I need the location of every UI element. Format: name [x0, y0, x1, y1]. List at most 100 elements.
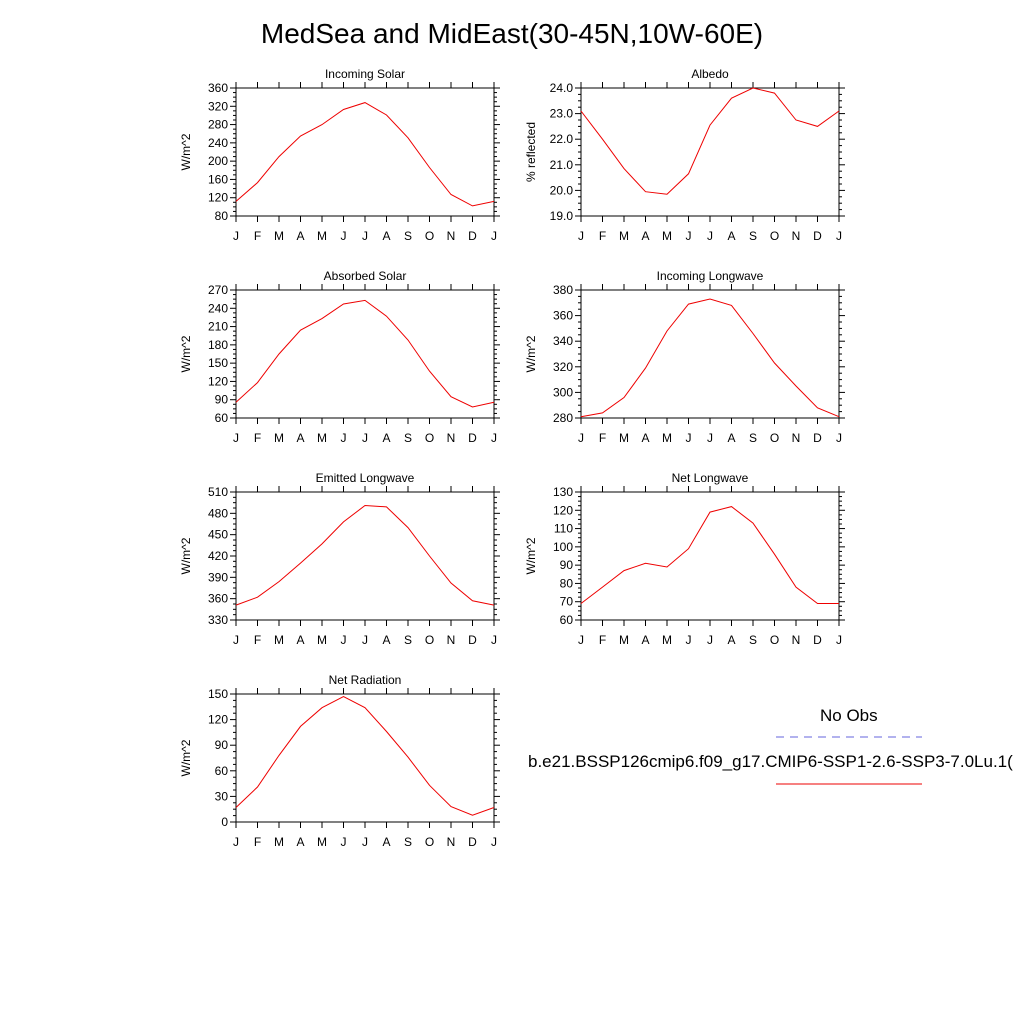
y-tick-label: 23.0 — [550, 107, 574, 121]
y-tick-label: 280 — [208, 118, 228, 132]
y-tick-label: 120 — [208, 713, 228, 727]
y-tick-label: 360 — [208, 81, 228, 95]
x-tick-label: N — [792, 229, 801, 243]
chart-panel-1: J F M A M J J A S O N D J19.020.021.022.023.024.0Alb… — [524, 67, 845, 243]
x-tick-label: N — [447, 633, 456, 647]
x-tick-label: N — [792, 431, 801, 445]
panel-title: Incoming Longwave — [657, 269, 764, 283]
y-tick-label: 21.0 — [550, 158, 574, 172]
x-tick-label: J — [341, 835, 347, 849]
y-axis-label: W/m^2 — [179, 335, 193, 372]
x-tick-label: D — [468, 229, 477, 243]
x-tick-label: A — [296, 229, 304, 243]
x-tick-label: S — [404, 835, 412, 849]
x-tick-label: M — [317, 835, 327, 849]
x-tick-label: J — [491, 633, 497, 647]
y-tick-label: 90 — [560, 558, 574, 572]
y-tick-label: 60 — [215, 411, 229, 425]
x-tick-label: J — [686, 633, 692, 647]
x-tick-label: F — [599, 633, 606, 647]
x-tick-label: O — [425, 431, 434, 445]
y-tick-label: 240 — [208, 136, 228, 150]
y-tick-label: 380 — [553, 283, 573, 297]
panel-title: Absorbed Solar — [324, 269, 407, 283]
chart-panel-4: J F M A M J J A S O N D J330360390420450480510Emitte… — [179, 471, 500, 647]
x-tick-label: F — [254, 431, 261, 445]
x-tick-label: J — [233, 229, 239, 243]
x-tick-label: A — [727, 633, 735, 647]
x-tick-label: J — [233, 431, 239, 445]
y-tick-label: 22.0 — [550, 132, 574, 146]
x-tick-label: J — [491, 229, 497, 243]
x-tick-label: J — [686, 431, 692, 445]
x-tick-label: D — [468, 633, 477, 647]
y-tick-label: 80 — [560, 576, 574, 590]
x-tick-label: J — [341, 633, 347, 647]
x-tick-label: D — [813, 633, 822, 647]
panel-title: Net Longwave — [672, 471, 749, 485]
chart-panel-2: J F M A M J J A S O N D J6090120150180210240270Absor… — [179, 269, 500, 445]
y-tick-label: 320 — [208, 99, 228, 113]
x-tick-label: M — [662, 431, 672, 445]
x-tick-label: J — [578, 229, 584, 243]
x-tick-label: S — [404, 229, 412, 243]
x-tick-label: M — [662, 633, 672, 647]
y-axis-label: W/m^2 — [179, 133, 193, 170]
y-tick-label: 90 — [215, 738, 229, 752]
series-line — [580, 298, 840, 418]
x-tick-label: J — [836, 633, 842, 647]
x-tick-label: J — [233, 633, 239, 647]
x-tick-label: S — [749, 229, 757, 243]
y-tick-label: 150 — [208, 356, 228, 370]
y-tick-label: 120 — [553, 503, 573, 517]
legend-model-label: b.e21.BSSP126cmip6.f09_g17.CMIP6-SSP1-2.… — [528, 752, 1013, 771]
y-tick-label: 390 — [208, 570, 228, 584]
y-tick-label: 200 — [208, 154, 228, 168]
x-tick-label: A — [727, 431, 735, 445]
x-tick-label: J — [707, 229, 713, 243]
series-line — [580, 87, 840, 195]
x-tick-label: M — [274, 229, 284, 243]
y-tick-label: 450 — [208, 528, 228, 542]
x-tick-label: M — [619, 229, 629, 243]
panel-title: Incoming Solar — [325, 67, 405, 81]
x-tick-label: O — [425, 835, 434, 849]
x-tick-label: O — [425, 229, 434, 243]
x-tick-label: M — [317, 229, 327, 243]
x-tick-label: A — [382, 229, 390, 243]
x-tick-label: M — [619, 633, 629, 647]
x-tick-label: A — [727, 229, 735, 243]
y-tick-label: 60 — [215, 764, 229, 778]
x-tick-label: J — [362, 835, 368, 849]
x-tick-label: D — [468, 431, 477, 445]
x-tick-label: F — [254, 633, 261, 647]
y-axis-label: W/m^2 — [179, 739, 193, 776]
x-tick-label: D — [813, 431, 822, 445]
x-tick-label: N — [447, 431, 456, 445]
y-tick-label: 0 — [221, 815, 228, 829]
x-tick-label: A — [296, 835, 304, 849]
x-tick-label: O — [425, 633, 434, 647]
x-tick-label: J — [341, 229, 347, 243]
chart-panel-0: J F M A M J J A S O N D J80120160200240280320360Inco… — [179, 67, 500, 243]
x-tick-label: O — [770, 229, 779, 243]
x-tick-label: D — [468, 835, 477, 849]
x-tick-label: F — [254, 229, 261, 243]
x-tick-label: A — [296, 431, 304, 445]
x-tick-label: J — [362, 229, 368, 243]
x-tick-label: A — [382, 431, 390, 445]
x-tick-label: A — [641, 633, 649, 647]
x-tick-label: M — [274, 431, 284, 445]
x-tick-label: J — [578, 431, 584, 445]
y-tick-label: 420 — [208, 549, 228, 563]
y-tick-label: 90 — [215, 393, 229, 407]
x-tick-label: N — [447, 229, 456, 243]
series-line — [235, 504, 495, 606]
x-tick-label: N — [792, 633, 801, 647]
x-tick-label: N — [447, 835, 456, 849]
y-tick-label: 80 — [215, 209, 229, 223]
x-tick-label: A — [641, 229, 649, 243]
x-tick-label: J — [836, 431, 842, 445]
x-tick-label: A — [641, 431, 649, 445]
